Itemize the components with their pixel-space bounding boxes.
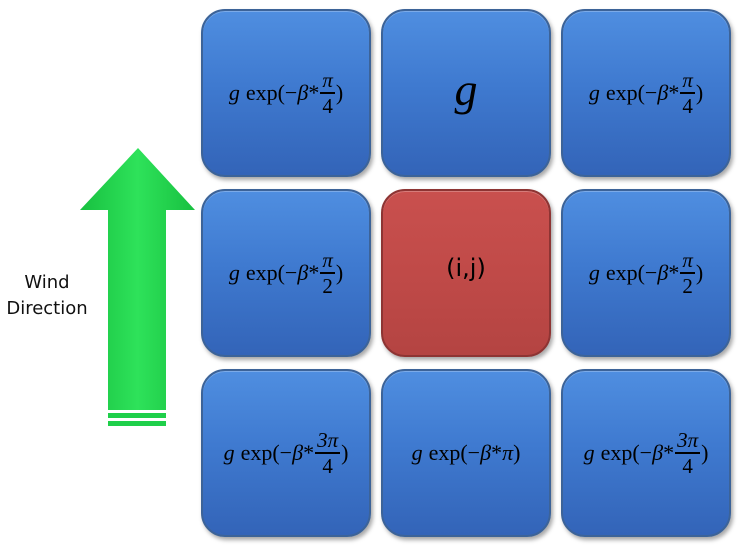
fraction: π 2 xyxy=(680,248,695,298)
cell-center: (i,j) xyxy=(381,189,551,357)
numerator: 3π xyxy=(677,428,699,453)
up-arrow-icon xyxy=(80,148,195,426)
fraction: π 4 xyxy=(320,68,335,118)
fraction: 3π 4 xyxy=(315,428,341,478)
formula-pi: π xyxy=(502,440,514,465)
formula-top-left: g exp( − β * π 4 ) xyxy=(229,68,343,118)
formula-close: ) xyxy=(513,440,521,465)
formula-star: * xyxy=(308,260,320,285)
wind-label-line-1: Wind xyxy=(24,272,70,293)
formula-top-right: g exp( − β * π 4 ) xyxy=(589,68,703,118)
formula-bottom-left: g exp( − β * 3π 4 ) xyxy=(224,428,349,478)
center-cell-label: (i,j) xyxy=(446,254,486,282)
formula-minus: − xyxy=(284,80,298,105)
formula-minus: − xyxy=(279,440,293,465)
arrow-stripe-2 xyxy=(108,421,166,426)
formula-close: ) xyxy=(335,260,344,285)
formula-exp: exp( xyxy=(240,440,280,465)
numerator: π xyxy=(682,68,693,93)
formula-minus: − xyxy=(467,440,481,465)
formula-star: * xyxy=(668,80,680,105)
cell-bottom-right: g exp( − β * 3π 4 ) xyxy=(561,369,731,537)
denominator: 4 xyxy=(322,93,333,118)
formula-beta: β xyxy=(652,440,664,465)
denominator: 4 xyxy=(322,453,333,478)
formula-beta: β xyxy=(297,80,309,105)
formula-exp: exp( xyxy=(245,80,285,105)
formula-star: * xyxy=(668,260,680,285)
formula-g: g xyxy=(228,260,240,285)
cell-middle-right: g exp( − β * π 2 ) xyxy=(561,189,731,357)
formula-star: * xyxy=(491,440,503,465)
formula-minus: − xyxy=(639,440,653,465)
formula-exp: exp( xyxy=(605,260,645,285)
formula-beta: β xyxy=(480,440,492,465)
formula-close: ) xyxy=(335,80,344,105)
denominator: 4 xyxy=(682,93,693,118)
cell-bottom-center: g exp( − β * π ) xyxy=(381,369,551,537)
formula-g: g xyxy=(411,440,423,465)
fraction: π 2 xyxy=(320,248,335,298)
formula-close: ) xyxy=(701,440,709,465)
formula-minus: − xyxy=(284,260,298,285)
formula-close: ) xyxy=(341,440,349,465)
wind-direction-label: Wind Direction xyxy=(0,270,94,322)
arrow-stripe-1 xyxy=(108,413,166,418)
denominator: 4 xyxy=(682,453,693,478)
wind-label-line-2: Direction xyxy=(6,298,88,319)
formula-g: g xyxy=(588,260,600,285)
formula-beta: β xyxy=(297,260,309,285)
formula-star: * xyxy=(663,440,675,465)
cell-top-left: g exp( − β * π 4 ) xyxy=(201,9,371,177)
formula-exp: exp( xyxy=(605,80,645,105)
fraction: 3π 4 xyxy=(675,428,701,478)
formula-minus: − xyxy=(644,80,658,105)
cell-top-center: g xyxy=(381,9,551,177)
formula-exp: exp( xyxy=(600,440,640,465)
cell-top-right: g exp( − β * π 4 ) xyxy=(561,9,731,177)
numerator: π xyxy=(322,68,333,93)
formula-g: g xyxy=(588,80,600,105)
formula-star: * xyxy=(303,440,315,465)
formula-g: g xyxy=(223,440,235,465)
formula-bottom-center: g exp( − β * π ) xyxy=(412,440,521,466)
cell-middle-left: g exp( − β * π 2 ) xyxy=(201,189,371,357)
formula-middle-left: g exp( − β * π 2 ) xyxy=(229,248,343,298)
arrow-body xyxy=(80,148,195,410)
formula-star: * xyxy=(308,80,320,105)
numerator: 3π xyxy=(317,428,339,453)
formula-close: ) xyxy=(695,260,704,285)
formula-beta: β xyxy=(657,260,669,285)
cell-bottom-left: g exp( − β * 3π 4 ) xyxy=(201,369,371,537)
formula-beta: β xyxy=(292,440,304,465)
formula-bottom-right: g exp( − β * 3π 4 ) xyxy=(584,428,709,478)
fraction: π 4 xyxy=(680,68,695,118)
formula-g: g xyxy=(228,80,240,105)
numerator: π xyxy=(322,248,333,273)
formula-close: ) xyxy=(695,80,704,105)
formula-g: g xyxy=(583,440,595,465)
formula-exp: exp( xyxy=(428,440,468,465)
numerator: π xyxy=(682,248,693,273)
denominator: 2 xyxy=(682,273,693,298)
formula-minus: − xyxy=(644,260,658,285)
formula-top-center: g xyxy=(454,63,478,115)
formula-middle-right: g exp( − β * π 2 ) xyxy=(589,248,703,298)
formula-beta: β xyxy=(657,80,669,105)
formula-exp: exp( xyxy=(245,260,285,285)
denominator: 2 xyxy=(322,273,333,298)
